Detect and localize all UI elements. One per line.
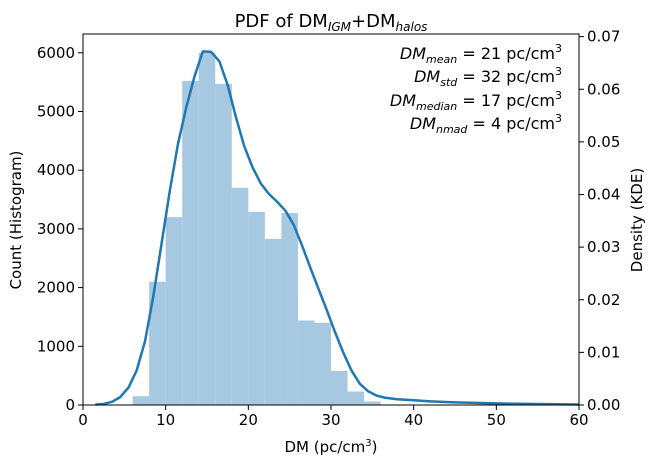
- y-tick-right-label: 0.06: [587, 80, 620, 98]
- x-tick-label: 0: [78, 411, 88, 429]
- annotation-nmad-sym: DM: [410, 114, 436, 133]
- annotation-std: DMstd = 32 pc/cm3: [414, 65, 562, 89]
- y-ticks-right: 0.00 0.01 0.02 0.03 0.04 0.05 0.06 0.07: [579, 28, 620, 414]
- y-tick-right-label: 0.05: [587, 133, 620, 151]
- y-axis-label-right: Density (KDE): [628, 168, 646, 272]
- histogram-bar: [182, 80, 199, 405]
- x-tick-label: 40: [404, 411, 423, 429]
- x-axis-label-main: DM (pc/cm: [284, 438, 365, 456]
- y-tick-right-label: 0.07: [587, 28, 620, 46]
- annotation-std-sub: std: [440, 76, 458, 89]
- annotation-std-sup: 3: [555, 65, 562, 78]
- y-tick-left-label: 6000: [37, 44, 75, 62]
- histogram-bars: [132, 52, 381, 405]
- y-tick-left-label: 0: [65, 396, 75, 414]
- title-prefix: PDF of DM: [235, 11, 328, 32]
- x-axis-label: DM (pc/cm3): [284, 438, 377, 456]
- x-tick-label: 20: [239, 411, 258, 429]
- histogram-bar: [331, 370, 348, 405]
- y-tick-left-label: 1000: [37, 337, 75, 355]
- histogram-bar: [132, 396, 150, 405]
- annotation-mean-sym: DM: [400, 44, 426, 63]
- title-mid: +DM: [351, 11, 395, 32]
- y-tick-right-label: 0.02: [587, 291, 620, 309]
- histogram-bar: [314, 322, 331, 405]
- annotation-median-sup: 3: [555, 89, 562, 102]
- histogram-bar: [248, 211, 265, 405]
- histogram-bar: [149, 281, 166, 405]
- stats-annotations: DMmean = 21 pc/cm3 DMstd = 32 pc/cm3 DMm…: [390, 42, 562, 136]
- annotation-median: DMmedian = 17 pc/cm3: [390, 89, 562, 113]
- annotation-nmad-sup: 3: [555, 112, 562, 125]
- annotation-std-text: = 32 pc/cm: [457, 67, 555, 86]
- annotation-nmad-sub: nmad: [436, 123, 468, 136]
- x-axis-label-sup: 3: [365, 438, 371, 449]
- y-tick-right-label: 0.04: [587, 186, 620, 204]
- x-tick-label: 60: [569, 411, 588, 429]
- x-ticks: 0 10 20 30 40 50 60: [78, 405, 589, 429]
- x-tick-label: 50: [487, 411, 506, 429]
- title-sub-igm: IGM: [328, 20, 352, 34]
- annotation-mean: DMmean = 21 pc/cm3: [400, 42, 562, 66]
- histogram-bar: [198, 52, 216, 405]
- y-tick-left-label: 2000: [37, 279, 75, 297]
- annotation-std-sym: DM: [414, 67, 440, 86]
- annotation-mean-sub: mean: [426, 53, 457, 66]
- histogram-bar: [297, 320, 315, 405]
- chart-title: PDF of DMIGM+DMhalos: [235, 11, 428, 34]
- y-tick-left-label: 5000: [37, 102, 75, 120]
- histogram-bar: [281, 213, 298, 405]
- annotation-nmad-text: = 4 pc/cm: [467, 114, 555, 133]
- y-tick-left-label: 4000: [37, 161, 75, 179]
- title-sub-halos: halos: [396, 20, 428, 34]
- histogram-bar: [215, 83, 232, 405]
- annotation-median-text: = 17 pc/cm: [457, 91, 555, 110]
- y-tick-right-label: 0.03: [587, 238, 620, 256]
- x-tick-label: 10: [156, 411, 175, 429]
- histogram-bar: [231, 187, 249, 405]
- histogram-bar: [347, 391, 365, 405]
- x-tick-label: 30: [321, 411, 340, 429]
- kde-curve-group: [95, 50, 580, 406]
- annotation-median-sub: median: [416, 100, 457, 113]
- x-axis-label-end: ): [372, 438, 378, 456]
- y-tick-right-label: 0.01: [587, 343, 620, 361]
- kde-curve: [95, 50, 580, 406]
- histogram-bar: [364, 401, 381, 405]
- annotation-median-sym: DM: [390, 91, 416, 110]
- y-ticks-left: 0 1000 2000 3000 4000 5000 6000: [37, 44, 83, 414]
- y-tick-right-label: 0.00: [587, 396, 620, 414]
- histogram-bar: [165, 217, 183, 405]
- annotation-mean-sup: 3: [555, 42, 562, 55]
- y-axis-label-left: Count (Histogram): [7, 151, 25, 290]
- annotation-mean-text: = 21 pc/cm: [457, 44, 555, 63]
- histogram-bar: [264, 238, 282, 405]
- y-tick-left-label: 3000: [37, 220, 75, 238]
- annotation-nmad: DMnmad = 4 pc/cm3: [410, 112, 562, 136]
